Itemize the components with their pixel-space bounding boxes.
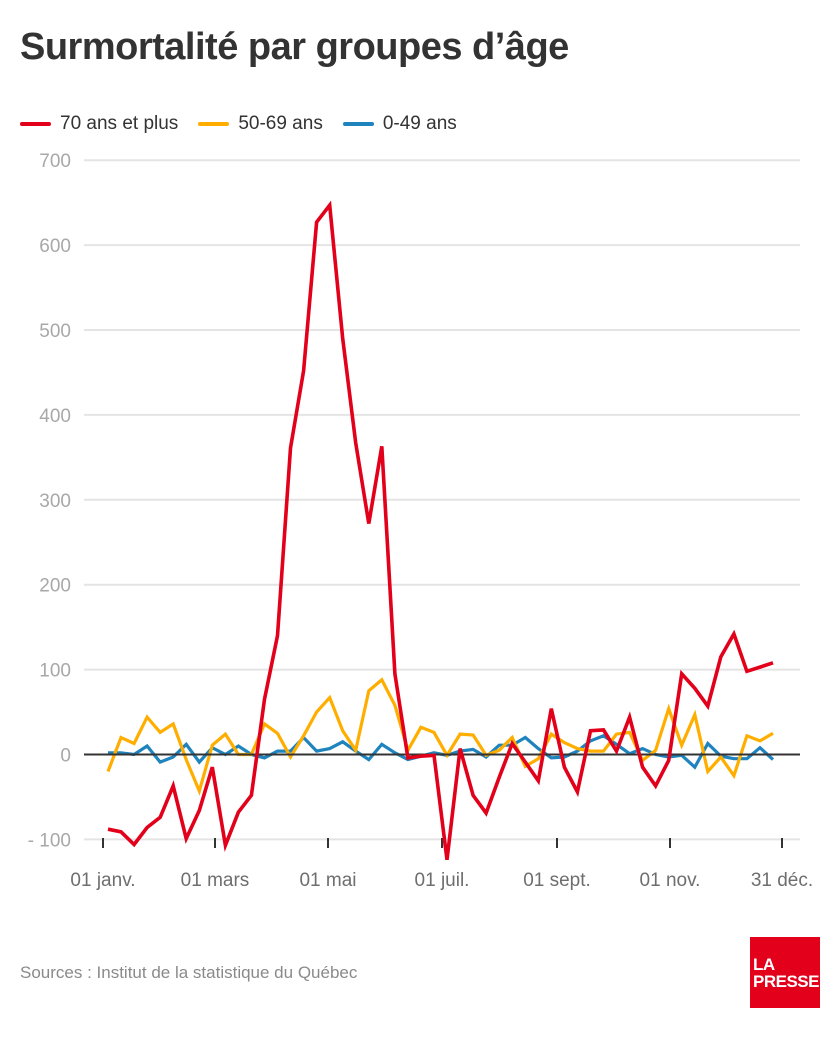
legend-swatch-red (20, 122, 51, 126)
y-tick-label: 0 (60, 746, 71, 767)
y-tick-label: 700 (39, 151, 71, 172)
x-tick-label: 01 mars (181, 870, 250, 891)
y-tick-label: 600 (39, 236, 71, 257)
legend-item-70-plus: 70 ans et plus (20, 113, 178, 135)
legend-label: 50-69 ans (238, 113, 323, 134)
x-tick-label: 01 nov. (640, 870, 701, 891)
legend-item-50-69: 50-69 ans (198, 113, 323, 135)
series-lines (84, 200, 800, 861)
legend-swatch-blue (342, 122, 374, 126)
y-tick-label: 400 (39, 406, 71, 427)
logo-line-1: LA (753, 954, 775, 974)
y-axis-labels: 700 600 500 400 300 200 100 0 - 100 (28, 151, 71, 851)
series-line-70-ans-et-plus (107, 200, 774, 861)
line-chart: 700 600 500 400 300 200 100 0 - 100 01 janv. 01 m… (28, 151, 813, 891)
legend-item-0-49: 0-49 ans (342, 113, 457, 135)
series-line-50-69-ans (106, 677, 774, 796)
x-tick-label: 01 janv. (70, 870, 135, 891)
legend-swatch-yellow (198, 122, 230, 126)
legend: 70 ans et plus 50-69 ans 0-49 ans (20, 111, 477, 137)
source-note: Sources : Institut de la statistique du … (20, 963, 358, 982)
legend-label: 0-49 ans (382, 113, 457, 134)
logo-line-2: PRESSE (753, 971, 819, 991)
x-tick-label: 31 déc. (751, 870, 813, 891)
legend-label: 70 ans et plus (60, 113, 179, 134)
x-tick-label: 01 sept. (523, 870, 591, 891)
x-tick-label: 01 mai (299, 870, 356, 891)
y-tick-label: 300 (39, 491, 71, 512)
y-tick-label: - 100 (28, 830, 71, 851)
x-tick-label: 01 juil. (415, 870, 470, 891)
chart-title: Surmortalité par groupes d’âge (20, 26, 569, 68)
la-presse-logo: LA PRESSE (750, 937, 820, 1008)
y-tick-label: 200 (39, 576, 71, 597)
y-tick-label: 100 (39, 661, 71, 682)
y-tick-label: 500 (39, 321, 71, 342)
gridlines (84, 159, 800, 841)
x-axis: 01 janv. 01 mars 01 mai 01 juil. 01 sept. 01 … (70, 838, 813, 891)
